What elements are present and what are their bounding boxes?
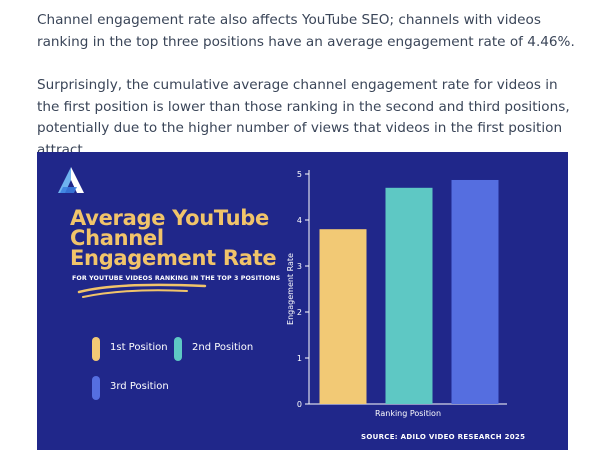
x-axis-label: Ranking Position [375, 409, 441, 418]
y-tick-label: 4 [297, 216, 302, 225]
y-tick-label: 5 [297, 170, 302, 179]
infographic-title: Average YouTube Channel Engagement Rate [70, 206, 277, 270]
adilo-logo-icon [58, 167, 84, 193]
y-tick-label: 3 [297, 262, 302, 271]
legend-label-2nd: 2nd Position [192, 341, 254, 353]
engagement-bar-chart: 0 1 2 3 4 5 Ranking Position Engagement Rate [286, 170, 507, 418]
underline-swoosh [77, 283, 207, 298]
y-tick-label: 2 [297, 308, 302, 317]
legend-label-1st: 1st Position [110, 341, 168, 353]
source-credit: SOURCE: ADILO VIDEO RESEARCH 2025 [361, 433, 526, 441]
legend-swatch-2nd [174, 337, 182, 361]
y-tick-label: 0 [297, 400, 302, 409]
y-axis-label: Engagement Rate [286, 253, 295, 325]
article-paragraph-2: Surprisingly, the cumulative average cha… [37, 77, 570, 158]
legend-item-2nd: 2nd Position [174, 337, 253, 361]
legend-item-1st: 1st Position [92, 337, 168, 361]
legend-swatch-1st [92, 337, 100, 361]
y-tick-label: 1 [297, 354, 302, 363]
article-paragraph-1: Channel engagement rate also affects You… [37, 12, 575, 50]
infographic-subtitle: FOR YOUTUBE VIDEOS RANKING IN THE TOP 3 … [72, 275, 281, 282]
bar-3 [451, 179, 499, 404]
engagement-infographic: Average YouTube Channel Engagement Rate … [37, 152, 568, 450]
legend-item-3rd: 3rd Position [92, 376, 169, 400]
bar-2 [385, 187, 433, 404]
legend-swatch-3rd [92, 376, 100, 400]
bar-1 [319, 229, 367, 404]
legend-label-3rd: 3rd Position [110, 380, 169, 392]
